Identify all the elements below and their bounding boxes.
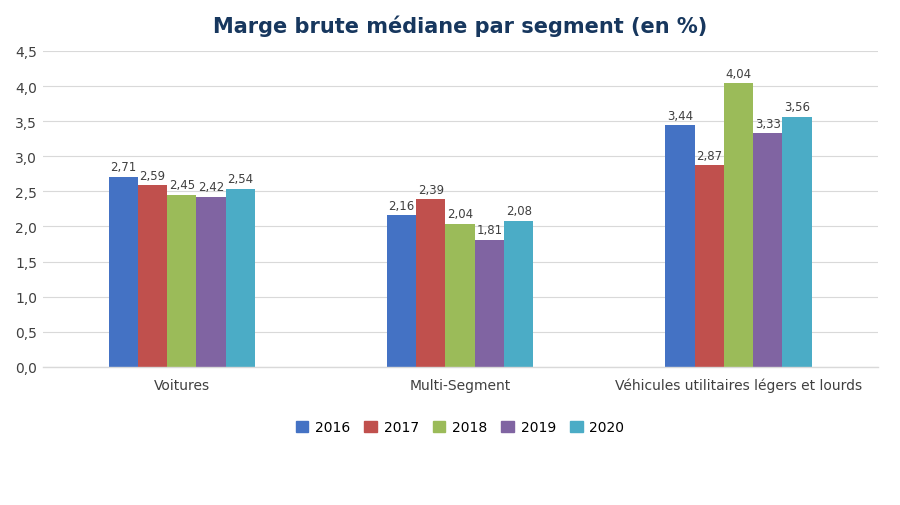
Text: 4,04: 4,04 (725, 68, 752, 81)
Bar (724, 84, 753, 367)
Text: 2,42: 2,42 (198, 181, 224, 194)
Bar (387, 216, 416, 367)
Bar (196, 197, 226, 367)
Text: 1,81: 1,81 (476, 224, 502, 237)
Bar (226, 189, 255, 367)
Bar (782, 118, 812, 367)
Text: 2,39: 2,39 (418, 183, 444, 196)
Bar (109, 177, 138, 367)
Text: 2,45: 2,45 (168, 179, 194, 192)
Bar (504, 221, 534, 367)
Bar (167, 195, 196, 367)
Text: 2,16: 2,16 (389, 199, 415, 212)
Text: 2,08: 2,08 (506, 205, 532, 218)
Text: 2,87: 2,87 (697, 149, 723, 163)
Bar (753, 134, 782, 367)
Text: 2,59: 2,59 (140, 169, 166, 182)
Bar (138, 186, 167, 367)
Bar (416, 199, 446, 367)
Bar (446, 224, 474, 367)
Text: 2,04: 2,04 (447, 208, 473, 221)
Bar (474, 240, 504, 367)
Text: 2,71: 2,71 (110, 161, 137, 174)
Text: 3,33: 3,33 (755, 117, 780, 130)
Text: 3,44: 3,44 (667, 110, 693, 123)
Text: 3,56: 3,56 (784, 101, 810, 114)
Legend: 2016, 2017, 2018, 2019, 2020: 2016, 2017, 2018, 2019, 2020 (290, 415, 630, 440)
Text: 2,54: 2,54 (227, 173, 253, 186)
Bar (665, 126, 695, 367)
Title: Marge brute médiane par segment (en %): Marge brute médiane par segment (en %) (213, 15, 707, 36)
Bar (695, 166, 724, 367)
